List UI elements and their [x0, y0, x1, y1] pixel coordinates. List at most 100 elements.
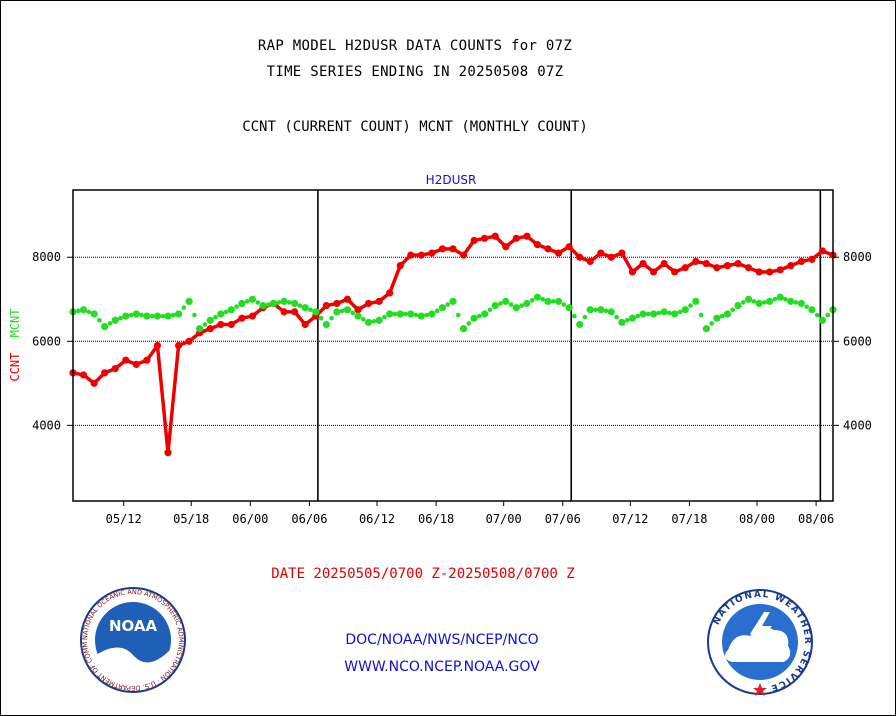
data-point-mcnt — [491, 301, 499, 310]
x-tick-label: 07/06 — [545, 512, 581, 526]
series-dot-mcnt — [318, 315, 324, 321]
data-point-mcnt — [713, 314, 721, 322]
series-dot-mcnt — [297, 303, 303, 308]
data-point-mcnt — [597, 306, 605, 314]
data-point-ccnt — [554, 249, 563, 257]
series-dot-mcnt — [213, 314, 218, 320]
series-dot-mcnt — [814, 312, 820, 318]
data-point-mcnt — [101, 322, 109, 331]
data-point-ccnt — [132, 360, 140, 369]
series-dot-mcnt — [677, 309, 683, 315]
series-dot-mcnt — [582, 314, 588, 320]
data-point-mcnt — [808, 306, 816, 314]
series-dot-mcnt — [360, 316, 366, 322]
series-dot-mcnt — [783, 296, 788, 302]
data-point-ccnt — [396, 262, 404, 270]
data-point-ccnt — [692, 257, 700, 266]
data-point-mcnt — [818, 316, 827, 324]
data-point-ccnt — [90, 379, 98, 387]
data-point-ccnt — [153, 341, 162, 350]
data-point-mcnt — [407, 310, 415, 318]
data-point-mcnt — [343, 306, 352, 314]
series-dot-mcnt — [793, 300, 799, 305]
data-point-ccnt — [597, 249, 605, 257]
data-point-ccnt — [649, 268, 658, 276]
data-point-mcnt — [660, 308, 668, 316]
y-tick-label-left: 4000 — [32, 418, 61, 432]
data-point-ccnt — [386, 289, 394, 297]
data-point-ccnt — [734, 259, 742, 268]
data-point-ccnt — [818, 247, 827, 255]
series-dot-mcnt — [519, 303, 524, 308]
website-link[interactable]: WWW.NCO.NCEP.NOAA.GOV — [344, 659, 540, 675]
series-dot-mcnt — [772, 296, 778, 302]
series-dot-mcnt — [762, 300, 767, 305]
data-point-mcnt — [502, 297, 510, 305]
data-point-ccnt — [322, 301, 330, 310]
data-point-mcnt — [396, 310, 404, 318]
data-point-mcnt — [681, 306, 689, 314]
data-point-mcnt — [333, 308, 341, 316]
data-point-ccnt — [428, 249, 436, 257]
data-point-mcnt — [269, 299, 278, 308]
series-dot-mcnt — [487, 307, 493, 313]
data-point-mcnt — [238, 299, 246, 308]
series-dot-mcnt — [624, 317, 630, 323]
series-dot-mcnt — [413, 312, 419, 318]
data-point-mcnt — [111, 316, 119, 324]
data-point-ccnt — [502, 243, 510, 251]
series-dot-mcnt — [128, 312, 134, 318]
data-point-mcnt — [523, 299, 531, 308]
data-point-mcnt — [671, 310, 679, 318]
series-dot-mcnt — [75, 308, 81, 314]
x-tick-label: 06/00 — [232, 512, 268, 526]
series-dot-mcnt — [593, 307, 598, 313]
data-point-ccnt — [787, 262, 795, 270]
data-point-ccnt — [639, 259, 647, 268]
data-point-mcnt — [122, 312, 130, 320]
data-point-ccnt — [101, 369, 109, 377]
data-point-ccnt — [681, 264, 689, 272]
series-dot-mcnt — [244, 299, 250, 304]
data-point-ccnt — [797, 257, 805, 266]
series-dot-mcnt — [276, 300, 282, 305]
series-dot-mcnt — [434, 308, 440, 314]
data-point-mcnt — [301, 304, 309, 312]
data-point-mcnt — [586, 306, 594, 314]
data-point-ccnt — [438, 245, 447, 253]
x-tick-label: 07/12 — [612, 512, 648, 526]
data-point-ccnt — [523, 232, 531, 240]
data-point-ccnt — [164, 449, 172, 457]
data-point-ccnt — [449, 245, 457, 253]
date-range-label: DATE 20250505/0700 Z-20250508/0700 Z — [271, 566, 575, 582]
data-point-mcnt — [143, 312, 151, 320]
data-point-mcnt — [164, 312, 172, 320]
data-point-ccnt — [808, 255, 816, 263]
series-dot-mcnt — [466, 321, 472, 326]
series-dot-mcnt — [234, 304, 239, 309]
data-point-mcnt — [153, 312, 162, 320]
data-point-mcnt — [428, 310, 436, 318]
series-dot-mcnt — [392, 311, 398, 317]
series-dot-mcnt — [572, 313, 577, 319]
y-tick-label-left: 6000 — [32, 334, 61, 348]
series-dot-mcnt — [86, 309, 92, 315]
org-path-text: DOC/NOAA/NWS/NCEP/NCO — [345, 632, 539, 648]
data-point-mcnt — [322, 320, 330, 329]
plot-title: H2DUSR — [426, 173, 477, 187]
data-point-mcnt — [354, 312, 362, 320]
data-point-mcnt — [459, 325, 468, 333]
series-dot-mcnt — [371, 319, 377, 324]
series-dot-mcnt — [329, 315, 334, 321]
data-point-mcnt — [734, 301, 742, 310]
data-point-mcnt — [618, 318, 626, 326]
chart-title-line-1: RAP MODEL H2DUSR DATA COUNTS for 07Z — [257, 38, 573, 54]
data-point-ccnt — [713, 264, 721, 272]
data-point-mcnt — [755, 299, 763, 308]
series-dot-mcnt — [181, 305, 187, 310]
series-layer — [69, 232, 837, 457]
series-dot-mcnt — [192, 312, 197, 318]
data-point-ccnt — [354, 306, 362, 314]
data-point-mcnt — [227, 306, 235, 314]
data-point-ccnt — [533, 241, 542, 249]
